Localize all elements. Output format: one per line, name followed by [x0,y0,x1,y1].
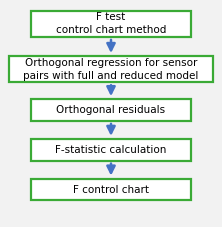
FancyBboxPatch shape [31,179,191,200]
FancyBboxPatch shape [31,11,191,37]
FancyBboxPatch shape [31,99,191,121]
Text: F control chart: F control chart [73,185,149,195]
Text: Orthogonal regression for sensor
pairs with full and reduced model: Orthogonal regression for sensor pairs w… [23,58,199,81]
Text: F-statistic calculation: F-statistic calculation [55,145,167,155]
Text: Orthogonal residuals: Orthogonal residuals [56,105,166,115]
FancyBboxPatch shape [31,139,191,161]
Text: F test
control chart method: F test control chart method [56,12,166,35]
FancyBboxPatch shape [9,56,213,82]
